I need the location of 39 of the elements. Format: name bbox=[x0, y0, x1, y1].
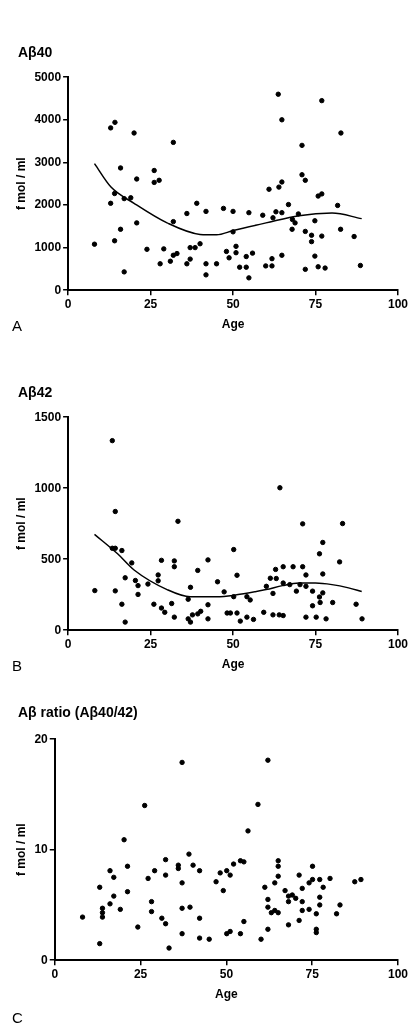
x-tick-label: 25 bbox=[143, 296, 158, 311]
chart-title: Aβ ratio (Aβ40/42) bbox=[18, 704, 138, 720]
x-tick-label: 100 bbox=[387, 636, 409, 651]
x-axis-title: Age bbox=[215, 987, 239, 1002]
x-tick-label: 75 bbox=[308, 296, 323, 311]
x-tick-label: 50 bbox=[226, 636, 241, 651]
y-axis-title: f mol / ml bbox=[13, 497, 28, 551]
x-tick-label: 0 bbox=[64, 296, 72, 311]
y-tick-label: 4000 bbox=[34, 112, 62, 127]
y-tick-label: 10 bbox=[34, 842, 49, 857]
chart-title: Aβ40 bbox=[18, 44, 53, 60]
x-tick-label: 75 bbox=[308, 636, 323, 651]
y-tick-label: 3000 bbox=[34, 154, 62, 169]
x-tick-label: 100 bbox=[387, 966, 409, 981]
y-axis-title: f mol / ml bbox=[13, 157, 28, 211]
x-tick-label: 50 bbox=[226, 296, 241, 311]
x-tick-label: 50 bbox=[219, 966, 234, 981]
y-tick-label: 0 bbox=[54, 282, 62, 297]
x-tick-label: 100 bbox=[387, 296, 409, 311]
text: C bbox=[12, 1008, 23, 1026]
y-tick-label: 5000 bbox=[34, 69, 62, 84]
x-tick-label: 0 bbox=[64, 636, 72, 651]
x-tick-label: 25 bbox=[133, 966, 148, 981]
y-tick-label: 2000 bbox=[34, 197, 62, 212]
x-axis-title: Age bbox=[221, 657, 245, 672]
chart-title: Aβ42 bbox=[18, 384, 53, 400]
text: A bbox=[12, 316, 23, 334]
y-tick-label: 0 bbox=[54, 622, 62, 637]
y-axis-title: f mol / ml bbox=[13, 823, 28, 877]
y-tick-label: 0 bbox=[41, 952, 49, 967]
y-tick-label: 20 bbox=[34, 731, 49, 746]
x-tick-label: 25 bbox=[143, 636, 158, 651]
y-tick-label: 1000 bbox=[34, 480, 62, 495]
x-axis-title: Age bbox=[221, 317, 245, 332]
y-tick-label: 1000 bbox=[34, 239, 62, 254]
y-tick-label: 1500 bbox=[34, 409, 62, 424]
x-tick-label: 75 bbox=[305, 966, 320, 981]
text: B bbox=[12, 656, 23, 674]
y-tick-label: 500 bbox=[41, 551, 62, 566]
